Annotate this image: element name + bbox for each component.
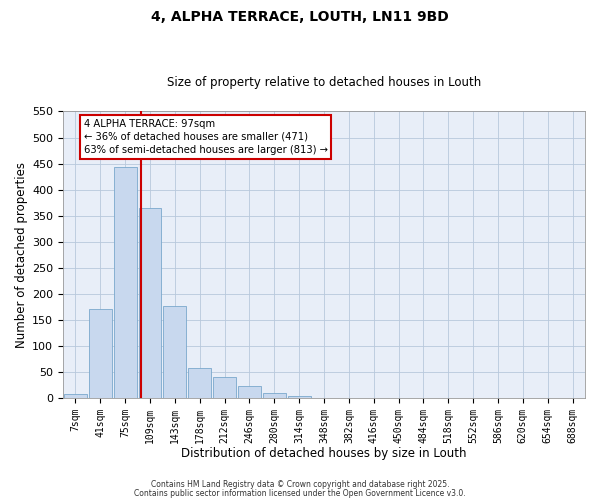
Bar: [213, 377, 236, 398]
Bar: [139, 208, 161, 398]
Title: Size of property relative to detached houses in Louth: Size of property relative to detached ho…: [167, 76, 481, 90]
Bar: [163, 306, 187, 398]
Bar: [238, 386, 261, 398]
Y-axis label: Number of detached properties: Number of detached properties: [15, 162, 28, 348]
Bar: [89, 310, 112, 398]
Text: 4, ALPHA TERRACE, LOUTH, LN11 9BD: 4, ALPHA TERRACE, LOUTH, LN11 9BD: [151, 10, 449, 24]
Bar: [288, 396, 311, 398]
Text: Contains HM Land Registry data © Crown copyright and database right 2025.: Contains HM Land Registry data © Crown c…: [151, 480, 449, 489]
Text: 4 ALPHA TERRACE: 97sqm
← 36% of detached houses are smaller (471)
63% of semi-de: 4 ALPHA TERRACE: 97sqm ← 36% of detached…: [84, 118, 328, 155]
Bar: [64, 394, 87, 398]
Bar: [114, 167, 137, 398]
Text: Contains public sector information licensed under the Open Government Licence v3: Contains public sector information licen…: [134, 488, 466, 498]
X-axis label: Distribution of detached houses by size in Louth: Distribution of detached houses by size …: [181, 447, 467, 460]
Bar: [263, 392, 286, 398]
Bar: [188, 368, 211, 398]
